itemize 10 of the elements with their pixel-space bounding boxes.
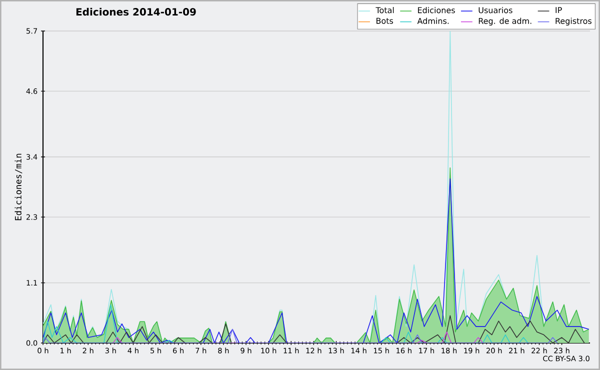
- y-axis-title: Ediciones/min: [14, 154, 22, 220]
- chart-title: Ediciones 2014-01-09: [76, 8, 196, 16]
- legend-label: Total: [376, 7, 394, 14]
- legend-label: Registros: [556, 18, 592, 26]
- legend-label: Reg. de adm.: [478, 18, 532, 26]
- legend-label: Ediciones: [418, 7, 455, 14]
- legend-label: Usuarios: [478, 7, 512, 14]
- legend-label: Bots: [376, 18, 394, 24]
- legend-label: IP: [556, 7, 562, 13]
- legend-label: Admins.: [417, 18, 449, 24]
